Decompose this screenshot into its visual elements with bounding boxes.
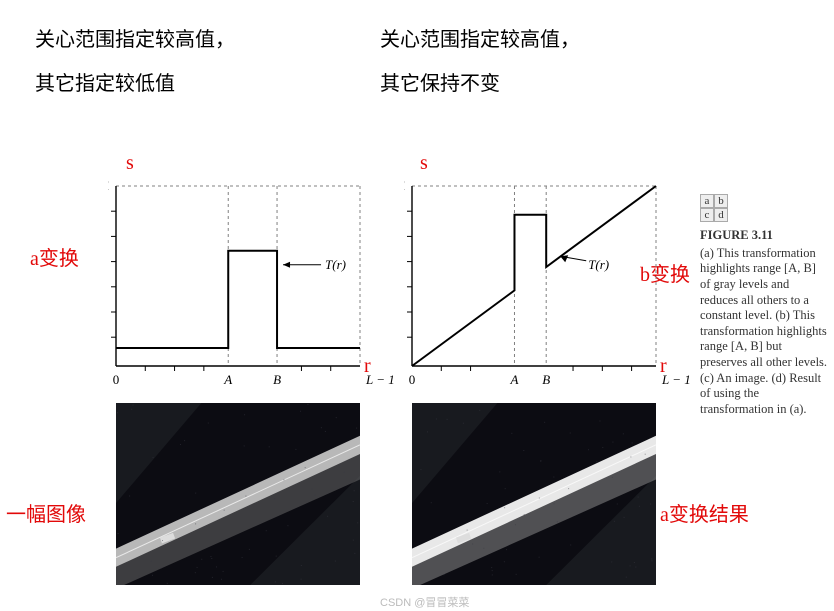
svg-text:A: A (223, 372, 232, 387)
header-left-line1: 关心范围指定较高值， (35, 18, 235, 62)
image-label: 一幅图像 (6, 498, 86, 527)
chart-a: T(r)L − 1s0ABL − 1r (108, 178, 404, 392)
s-label-right: s (420, 152, 428, 175)
svg-text:T(r): T(r) (588, 257, 609, 272)
result-label: a变换结果 (660, 498, 749, 527)
watermark: CSDN @冒冒菜菜 (380, 594, 469, 610)
grid-cell-a: a (700, 194, 714, 208)
caption-body: (a) This transformation highlights range… (700, 246, 828, 418)
svg-text:T(r): T(r) (325, 257, 346, 272)
header-left: 关心范围指定较高值， 其它指定较低值 (35, 18, 235, 106)
svg-text:B: B (273, 372, 281, 387)
svg-text:0: 0 (409, 372, 416, 387)
svg-text:L − 1: L − 1 (108, 178, 110, 193)
image-d (412, 403, 656, 585)
grid-cell-c: c (700, 208, 714, 222)
header-right: 关心范围指定较高值， 其它保持不变 (380, 18, 580, 106)
caption-title: FIGURE 3.11 (700, 228, 828, 244)
svg-text:0: 0 (113, 372, 120, 387)
caption-grid: a b c d (700, 194, 828, 222)
svg-text:L − 1: L − 1 (661, 372, 691, 387)
header-left-line2: 其它指定较低值 (35, 62, 235, 106)
figure-container: { "headers": { "left_line1": "关心范围指定较高值，… (0, 0, 834, 611)
svg-text:L − 1: L − 1 (365, 372, 395, 387)
svg-text:A: A (510, 372, 519, 387)
header-right-line2: 其它保持不变 (380, 62, 580, 106)
header-right-line1: 关心范围指定较高值， (380, 18, 580, 62)
grid-cell-d: d (714, 208, 728, 222)
chart-b: T(r)L − 1s0ABL − 1r (404, 178, 700, 392)
figure-caption: a b c d FIGURE 3.11 (a) This transformat… (700, 194, 828, 418)
s-label-left: s (126, 152, 134, 175)
grid-cell-b: b (714, 194, 728, 208)
image-c (116, 403, 360, 585)
a-transform-label: a变换 (30, 242, 79, 271)
svg-text:B: B (542, 372, 550, 387)
svg-text:L − 1: L − 1 (404, 178, 406, 193)
